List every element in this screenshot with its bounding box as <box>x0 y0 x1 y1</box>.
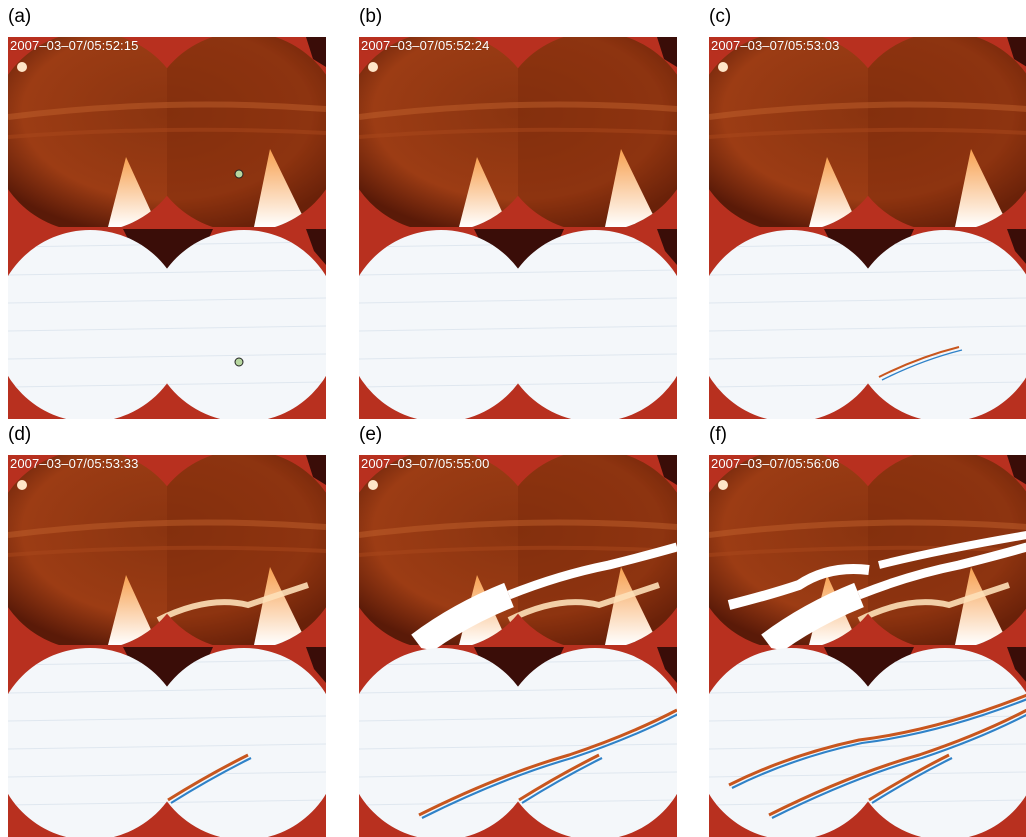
panel-label: (d) <box>8 424 32 445</box>
aurora-panel: 2007–03–07/05:56:06 <box>709 455 1026 837</box>
panel-timestamp: 2007–03–07/05:55:00 <box>361 456 490 471</box>
aurora-panel: 2007–03–07/05:52:15 <box>8 37 326 419</box>
marker-dot <box>234 357 244 367</box>
aurora-panel: 2007–03–07/05:52:24 <box>359 37 677 419</box>
marker-dot <box>234 169 244 179</box>
aurora-image <box>8 37 326 419</box>
aurora-panel: 2007–03–07/05:53:03 <box>709 37 1026 419</box>
aurora-panel: 2007–03–07/05:55:00 <box>359 455 677 837</box>
aurora-panel: 2007–03–07/05:53:33 <box>8 455 326 837</box>
panel-label: (a) <box>8 6 32 27</box>
panel-timestamp: 2007–03–07/05:52:15 <box>10 38 139 53</box>
panel-timestamp: 2007–03–07/05:52:24 <box>361 38 490 53</box>
panel-label: (f) <box>709 424 727 445</box>
aurora-image <box>359 37 677 419</box>
aurora-image <box>359 455 677 837</box>
panel-timestamp: 2007–03–07/05:53:03 <box>711 38 840 53</box>
aurora-image <box>709 455 1026 837</box>
panel-timestamp: 2007–03–07/05:56:06 <box>711 456 840 471</box>
aurora-image <box>8 455 326 837</box>
panel-timestamp: 2007–03–07/05:53:33 <box>10 456 139 471</box>
panel-label: (e) <box>359 424 383 445</box>
panel-label: (b) <box>359 6 383 27</box>
panel-label: (c) <box>709 6 732 27</box>
aurora-image <box>709 37 1026 419</box>
